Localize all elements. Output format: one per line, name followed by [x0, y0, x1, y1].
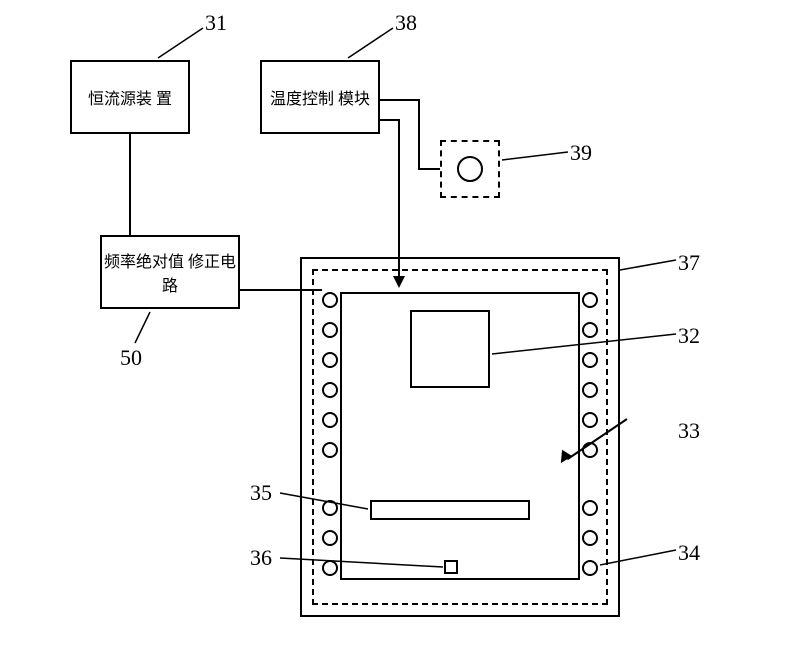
small-box: [444, 560, 458, 574]
wire-tc-down-h: [380, 119, 400, 121]
callout-32: 32: [678, 323, 700, 348]
callout-31: 31: [205, 10, 227, 35]
wire-tc-down-v: [398, 119, 400, 279]
callout-33: 33: [678, 418, 700, 443]
callout-38: 38: [395, 10, 417, 35]
block-freq-correction-label: 频率绝对值 修正电路: [102, 248, 238, 296]
wire-tc-right-h2: [418, 168, 440, 170]
block-const-current: 恒流源装 置: [70, 60, 190, 134]
callout-50: 50: [120, 345, 142, 370]
slot-box: [370, 500, 530, 520]
wire-freq-to-coil: [240, 289, 322, 291]
chip-box: [410, 310, 490, 388]
callout-39: 39: [570, 140, 592, 165]
callout-34: 34: [678, 540, 700, 565]
callout-37: 37: [678, 250, 700, 275]
wire-tc-right-v: [418, 99, 420, 170]
sensor-circle: [457, 156, 483, 182]
diagram-canvas: 恒流源装 置 温度控制 模块 频率绝对值 修正电路: [0, 0, 800, 662]
block-const-current-label: 恒流源装 置: [88, 85, 172, 109]
callout-35: 35: [250, 480, 272, 505]
callout-36: 36: [250, 545, 272, 570]
block-temp-control-label: 温度控制 模块: [270, 85, 370, 109]
arrow-down-icon: [393, 276, 405, 288]
block-freq-correction: 频率绝对值 修正电路: [100, 235, 240, 309]
wire-cc-to-freq: [129, 134, 131, 235]
block-temp-control: 温度控制 模块: [260, 60, 380, 134]
wire-tc-right-h1: [380, 99, 420, 101]
